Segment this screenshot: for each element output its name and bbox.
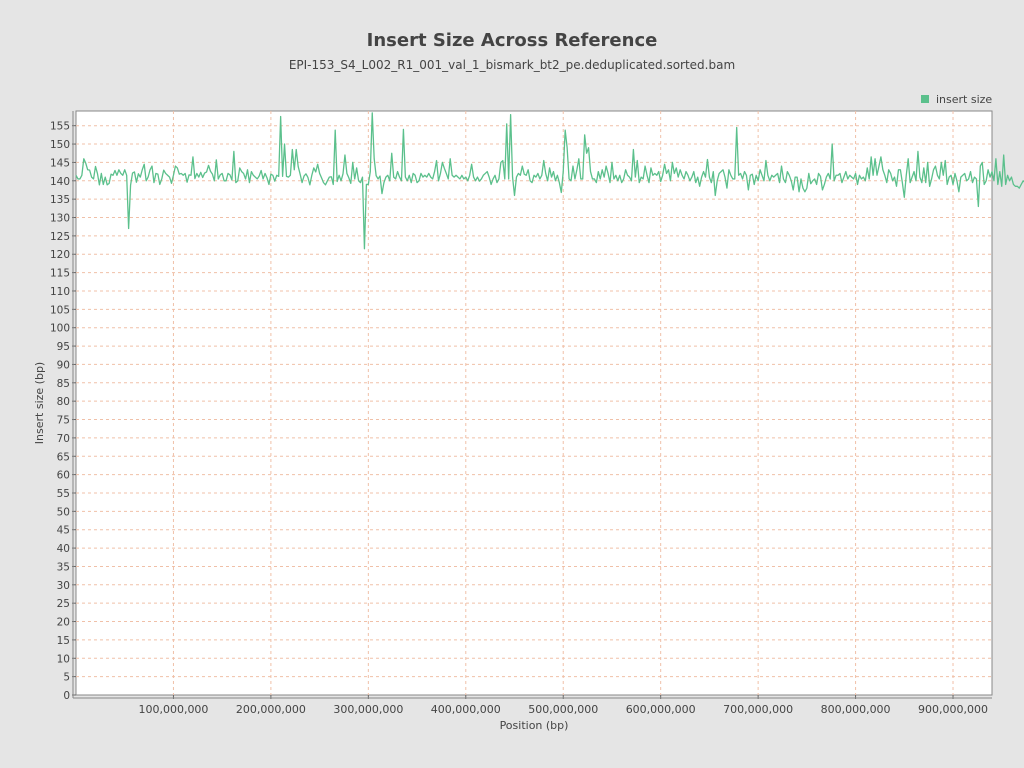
y-tick-label: 60 [57, 470, 70, 482]
x-tick-label: 200,000,000 [236, 703, 306, 716]
y-tick-label: 35 [57, 561, 70, 573]
chart-title: Insert Size Across Reference [366, 30, 658, 51]
y-tick-label: 45 [57, 525, 70, 537]
y-tick-label: 140 [50, 176, 70, 188]
y-tick-label: 120 [50, 249, 70, 261]
y-tick-label: 15 [57, 635, 70, 647]
y-tick-label: 145 [50, 157, 70, 169]
y-tick-label: 110 [50, 286, 70, 298]
y-tick-label: 5 [63, 672, 70, 684]
y-tick-label: 10 [57, 653, 70, 665]
legend-label: insert size [936, 93, 992, 106]
x-tick-label: 600,000,000 [626, 703, 696, 716]
y-tick-label: 150 [50, 139, 70, 151]
y-tick-label: 155 [50, 121, 70, 133]
chart-subtitle: EPI-153_S4_L002_R1_001_val_1_bismark_bt2… [288, 58, 736, 72]
y-tick-label: 70 [57, 433, 70, 445]
y-tick-label: 130 [50, 213, 70, 225]
y-tick-label: 20 [57, 617, 70, 629]
x-tick-label: 700,000,000 [723, 703, 793, 716]
y-tick-label: 135 [50, 194, 70, 206]
legend-swatch [921, 95, 929, 103]
y-tick-label: 125 [50, 231, 70, 243]
y-tick-label: 75 [57, 415, 70, 427]
x-tick-label: 900,000,000 [918, 703, 988, 716]
y-tick-label: 80 [57, 396, 70, 408]
y-tick-label: 115 [50, 268, 70, 280]
y-axis-label: Insert size (bp) [33, 362, 46, 444]
y-tick-label: 0 [63, 690, 70, 702]
x-tick-label: 100,000,000 [138, 703, 208, 716]
y-tick-label: 65 [57, 451, 70, 463]
y-tick-label: 55 [57, 488, 70, 500]
series-line-insert-size [75, 112, 1024, 250]
y-tick-label: 105 [50, 304, 70, 316]
plot-area [75, 110, 993, 696]
y-tick-label: 95 [57, 341, 70, 353]
x-tick-label: 300,000,000 [333, 703, 403, 716]
y-tick-label: 25 [57, 598, 70, 610]
y-tick-label: 50 [57, 506, 70, 518]
y-tick-label: 30 [57, 580, 70, 592]
y-tick-label: 90 [57, 359, 70, 371]
y-tick-label: 85 [57, 378, 70, 390]
x-tick-label: 400,000,000 [431, 703, 501, 716]
y-tick-label: 40 [57, 543, 70, 555]
x-axis-label: Position (bp) [500, 719, 569, 732]
x-tick-label: 800,000,000 [821, 703, 891, 716]
x-tick-label: 500,000,000 [528, 703, 598, 716]
y-tick-label: 100 [50, 323, 70, 335]
